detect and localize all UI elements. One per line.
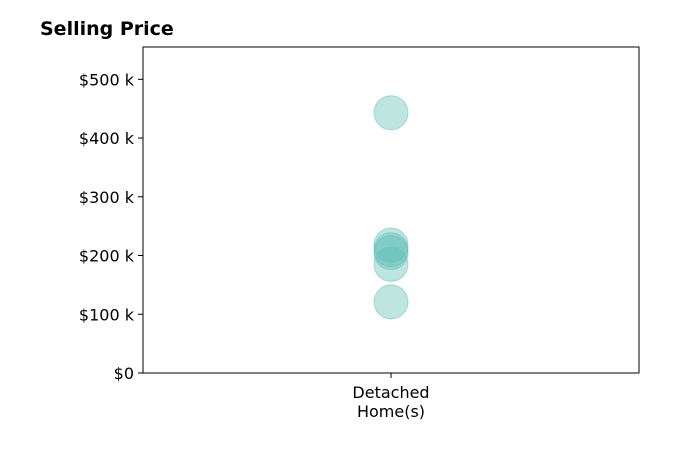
y-tick-label: $300 k	[79, 188, 135, 207]
x-tick-label: Home(s)	[357, 402, 425, 421]
y-tick-label: $400 k	[79, 129, 135, 148]
data-point	[373, 95, 409, 131]
y-axis: $0 $100 k $200 k $300 k $400 k $500 k	[79, 70, 143, 383]
y-tick-label: $500 k	[79, 70, 135, 89]
data-points	[373, 95, 409, 320]
y-tick-label: $200 k	[79, 247, 135, 266]
data-point	[373, 246, 409, 282]
y-tick-label: $0	[114, 364, 134, 383]
y-tick-label: $100 k	[79, 305, 135, 324]
data-point	[373, 235, 409, 271]
chart-title: Selling Price	[40, 18, 174, 40]
data-point	[373, 284, 409, 320]
data-point	[373, 227, 409, 263]
x-tick-label: Detached	[352, 383, 429, 402]
